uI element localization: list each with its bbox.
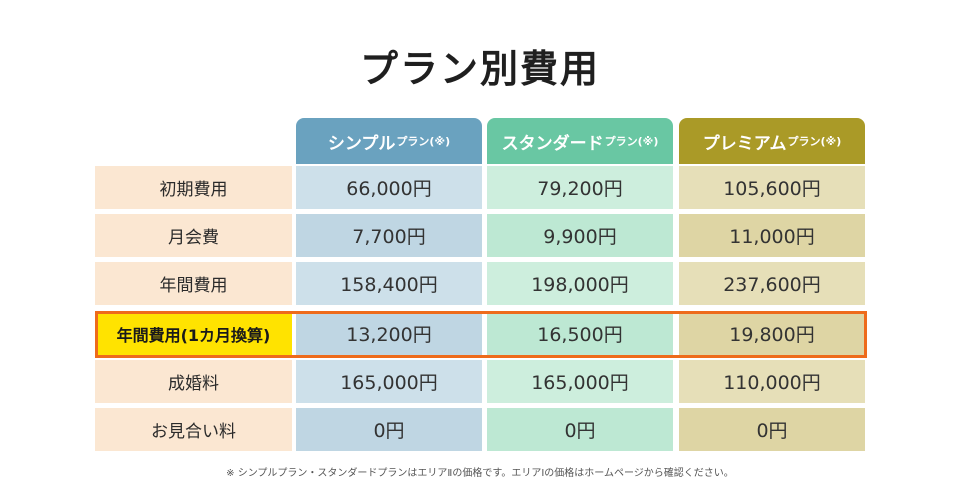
table-cell: 110,000円 bbox=[679, 360, 865, 403]
plan-header-premium: プレミアム プラン(※) bbox=[679, 118, 865, 164]
plan-suffix: プラン(※) bbox=[604, 135, 659, 148]
table-cell: 0円 bbox=[487, 408, 673, 451]
table-cell: 165,000円 bbox=[487, 360, 673, 403]
table-cell: 105,600円 bbox=[679, 166, 865, 209]
row-label-omiai-fee: お見合い料 bbox=[95, 408, 292, 451]
plan-header-simple: シンプル プラン(※) bbox=[296, 118, 482, 164]
row-label-initial-fee: 初期費用 bbox=[95, 166, 292, 209]
plan-name: スタンダード bbox=[501, 133, 604, 154]
table-cell: 158,400円 bbox=[296, 262, 482, 305]
plan-suffix: プラン(※) bbox=[787, 135, 842, 148]
table-cell: 198,000円 bbox=[487, 262, 673, 305]
footnote: ※ シンプルプラン・スタンダードプランはエリアⅡの価格です。エリアⅠの価格はホー… bbox=[226, 468, 734, 479]
table-cell: 79,200円 bbox=[487, 166, 673, 209]
row-label-annual-fee: 年間費用 bbox=[95, 262, 292, 305]
table-cell: 0円 bbox=[679, 408, 865, 451]
page-title: プラン別費用 bbox=[359, 47, 600, 91]
row-label-marriage-fee: 成婚料 bbox=[95, 360, 292, 403]
table-cell: 66,000円 bbox=[296, 166, 482, 209]
plan-name: プレミアム bbox=[702, 133, 787, 154]
table-cell: 13,200円 bbox=[296, 311, 482, 356]
table-cell: 9,900円 bbox=[487, 214, 673, 257]
row-label-annual-monthly-equivalent: 年間費用(1カ月換算) bbox=[95, 311, 292, 356]
plan-suffix: プラン(※) bbox=[396, 135, 451, 148]
table-cell: 16,500円 bbox=[487, 311, 673, 356]
table-cell: 19,800円 bbox=[679, 311, 865, 356]
table-cell: 237,600円 bbox=[679, 262, 865, 305]
plan-header-standard: スタンダード プラン(※) bbox=[487, 118, 673, 164]
table-cell: 165,000円 bbox=[296, 360, 482, 403]
table-cell: 11,000円 bbox=[679, 214, 865, 257]
plan-name: シンプル bbox=[327, 133, 396, 154]
row-label-monthly-fee: 月会費 bbox=[95, 214, 292, 257]
table-cell: 7,700円 bbox=[296, 214, 482, 257]
table-cell: 0円 bbox=[296, 408, 482, 451]
